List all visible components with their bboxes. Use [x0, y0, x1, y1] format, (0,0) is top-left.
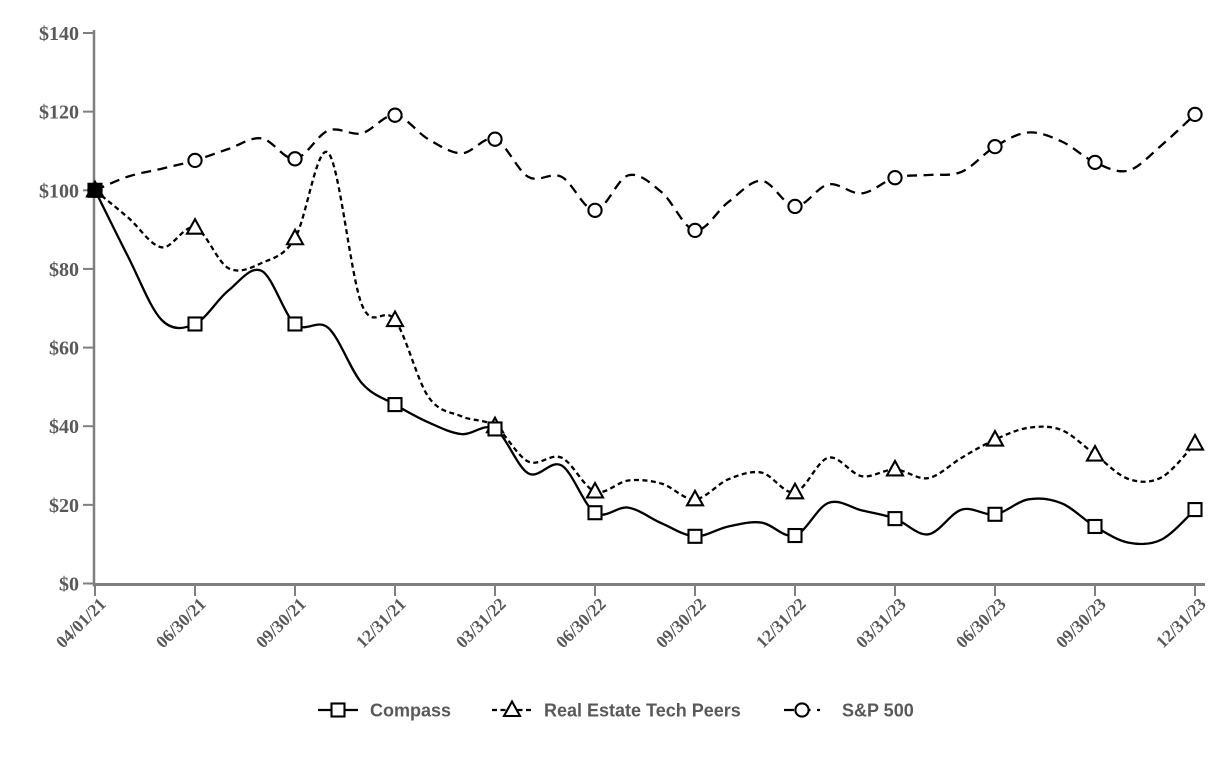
square-marker: [687, 528, 703, 544]
circle-marker: [1187, 106, 1203, 123]
triangle-marker: [1185, 432, 1205, 451]
x-tick-label: 06/30/23: [952, 594, 1010, 652]
legend-item-real-estate-tech-peers: Real Estate Tech Peers: [492, 699, 741, 721]
x-tick-label: 06/30/22: [552, 594, 610, 652]
series-compass-line: [93, 189, 1196, 546]
y-tick-label: $0: [59, 574, 79, 596]
circle-marker: [387, 107, 403, 123]
square-marker: [887, 511, 903, 527]
legend-label-real-estate-tech-peers: Real Estate Tech Peers: [544, 701, 741, 721]
triangle-marker: [685, 488, 705, 507]
circle-marker: [787, 198, 803, 215]
square-marker: [330, 702, 346, 718]
axes: [92, 30, 1205, 587]
x-tick-label: 04/01/21: [52, 594, 110, 652]
y-tick-label: $60: [49, 338, 79, 360]
triangle-marker: [385, 309, 405, 328]
x-tick-label: 12/31/21: [352, 594, 410, 652]
x-ticks: 04/01/21 06/30/21 09/30/21 12/31/21 03/31/22…: [52, 584, 1210, 652]
x-tick-label: 09/30/23: [1052, 594, 1110, 652]
y-tick-label: $80: [49, 259, 79, 281]
circle-marker: [987, 138, 1003, 155]
x-tick-label: 03/31/22: [452, 594, 510, 652]
triangle-marker: [985, 428, 1005, 447]
series-s-p-500-line: [94, 113, 1196, 232]
square-marker: [1087, 518, 1103, 535]
y-tick-label: $40: [49, 416, 79, 438]
legend-label-s-p-500: S&P 500: [842, 701, 914, 721]
legend-item-compass: Compass: [318, 701, 451, 721]
y-ticks: $0 $20 $40 $60 $80 $100 $120 $140: [39, 23, 94, 596]
series-compass: [87, 182, 1203, 546]
square-marker: [187, 316, 203, 332]
y-tick-label: $140: [39, 23, 79, 45]
legend-item-s-p-500: S&P 500: [784, 701, 914, 721]
circle-marker: [794, 702, 810, 718]
square-marker: [1187, 502, 1203, 518]
circle-marker: [487, 131, 503, 147]
square-marker: [787, 527, 803, 544]
circle-marker: [187, 152, 203, 169]
y-tick-label: $20: [49, 495, 79, 517]
triangle-marker: [285, 227, 305, 246]
x-tick-label: 09/30/22: [652, 594, 710, 652]
triangle-marker: [1085, 443, 1105, 462]
legend: Compass Real Estate Tech Peers S&P 500: [318, 699, 914, 721]
square-marker: [587, 505, 603, 521]
x-tick-label: 06/30/21: [152, 594, 210, 652]
square-marker: [987, 506, 1003, 522]
triangle-marker: [885, 458, 905, 477]
y-tick-label: $100: [39, 180, 79, 202]
circle-marker: [587, 202, 603, 218]
triangle-marker: [502, 699, 522, 718]
circle-marker: [287, 151, 303, 167]
square-marker: [387, 397, 403, 413]
x-tick-label: 03/31/23: [852, 594, 910, 652]
x-tick-label: 12/31/22: [752, 594, 810, 652]
x-tick-label: 09/30/21: [252, 594, 310, 652]
circle-marker: [687, 222, 703, 239]
triangle-marker: [585, 480, 605, 499]
series-real-estate-tech-peers-line: [94, 150, 1196, 501]
square-marker: [287, 316, 303, 332]
triangle-marker: [785, 481, 805, 500]
y-tick-label: $120: [39, 102, 79, 124]
series-real-estate-tech-peers: [85, 150, 1205, 507]
triangle-marker: [185, 216, 205, 235]
circle-marker: [1087, 154, 1103, 171]
square-marker: [87, 182, 103, 198]
x-tick-label: 12/31/23: [1152, 594, 1210, 652]
circle-marker: [887, 170, 903, 186]
series-s-p-500: [87, 106, 1203, 239]
legend-label-compass: Compass: [370, 701, 451, 721]
square-marker: [487, 421, 503, 437]
